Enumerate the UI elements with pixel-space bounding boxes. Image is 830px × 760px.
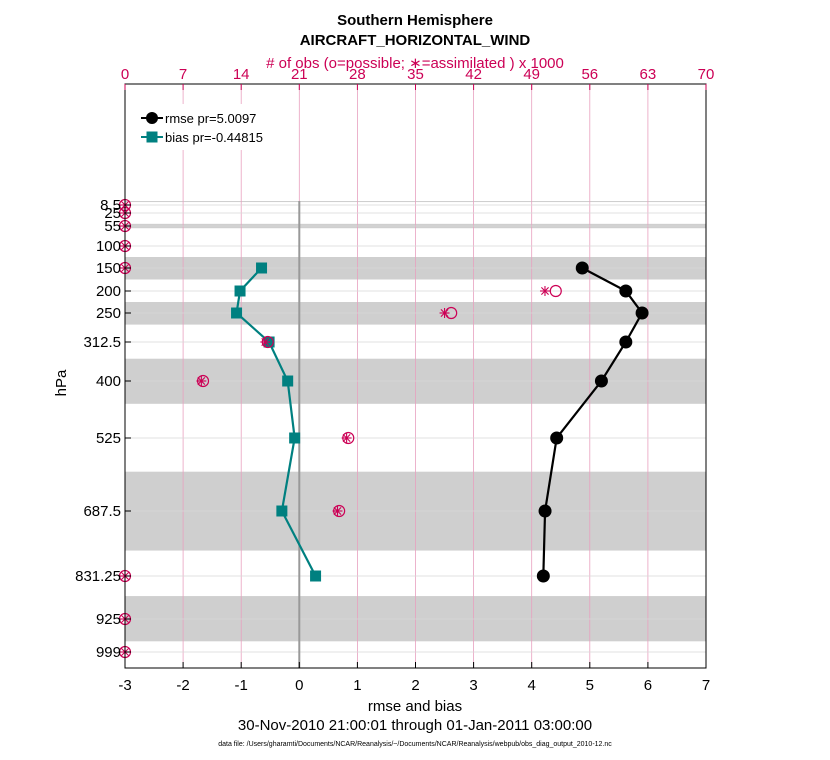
obs-assimilated-6-stroke-3 [440, 309, 449, 317]
y-tick-label-7: 312.5 [83, 334, 121, 351]
top-tick-label-3: 21 [291, 66, 308, 83]
y-tick-label-11: 831.25 [75, 568, 121, 585]
series-1-point-1 [234, 285, 246, 297]
series-1-point-0 [256, 262, 268, 274]
series-0-point-5 [550, 431, 564, 445]
top-tick-label-2: 14 [233, 66, 250, 83]
top-tick-label-10: 70 [698, 66, 715, 83]
top-axis-ticks: 0 7 14 21 28 35 42 49 56 63 70 [121, 66, 715, 90]
obs-assimilated-9-stroke-3 [342, 434, 351, 442]
series-0-point-3 [619, 335, 633, 349]
legend-bias-label: bias pr=-0.44815 [165, 130, 263, 145]
y-tick-label-5: 200 [96, 283, 121, 300]
series-1-point-2 [231, 307, 243, 319]
obs-assimilated-8 [196, 376, 207, 386]
series-1-point-4 [282, 375, 294, 387]
series-1-point-6 [276, 505, 288, 517]
y-tick-label-13: 999 [96, 644, 121, 661]
obs-assimilated-9 [341, 433, 352, 443]
obs-possible-5 [549, 284, 562, 298]
x-axis-label: rmse and bias [368, 698, 462, 715]
top-tick-label-0: 0 [121, 66, 129, 83]
x-tick-label-5: 2 [411, 677, 419, 694]
series-1-point-5 [289, 432, 301, 444]
obs-assimilated-7 [260, 337, 271, 347]
legend-box [135, 104, 285, 150]
obs-assimilated-10-stroke-3 [333, 507, 342, 515]
y-tick-label-4: 150 [96, 260, 121, 277]
legend-rmse-label: rmse pr=5.0097 [165, 111, 256, 126]
obs-assimilated-5 [539, 286, 550, 296]
grid [124, 84, 707, 668]
legend-rmse-marker [146, 112, 158, 124]
series-0-point-2 [635, 306, 649, 320]
x-axis-ticks: -3 -2 -1 0 1 2 3 4 5 6 7 [118, 662, 710, 694]
footnote: data file: /Users/gharamti/Documents/NCA… [218, 741, 612, 748]
obs-assimilated-5-stroke-3 [540, 287, 549, 295]
obs-assimilated-8-stroke-3 [197, 377, 206, 385]
top-tick-label-8: 56 [581, 66, 598, 83]
y-tick-label-9: 525 [96, 430, 121, 447]
top-tick-label-9: 63 [640, 66, 657, 83]
x-tick-label-10: 7 [702, 677, 710, 694]
x-tick-label-7: 4 [528, 677, 536, 694]
legend-bias-marker [146, 131, 158, 143]
top-tick-label-5: 35 [407, 66, 424, 83]
top-tick-label-6: 42 [465, 66, 482, 83]
y-tick-label-6: 250 [96, 305, 121, 322]
series-1-point-7 [310, 570, 322, 582]
x-tick-label-8: 5 [586, 677, 594, 694]
series-0-point-7 [536, 569, 550, 583]
x-tick-label-4: 1 [353, 677, 361, 694]
top-tick-label-1: 7 [179, 66, 187, 83]
top-tick-label-4: 28 [349, 66, 366, 83]
x-tick-label-2: -1 [235, 677, 248, 694]
y-tick-label-0: 8.5 [100, 197, 121, 214]
series-0-point-1 [619, 284, 633, 298]
top-axis-label: # of obs (o=possible; ∗=assimilated ) x … [266, 55, 564, 72]
obs-assimilated-7-stroke-3 [261, 338, 270, 346]
chart-subtitle: AIRCRAFT_HORIZONTAL_WIND [300, 32, 531, 49]
y-tick-label-12: 925 [96, 611, 121, 628]
chart-title: Southern Hemisphere [337, 12, 493, 29]
series-0-point-0 [575, 261, 589, 275]
legend: rmse pr=5.0097 bias pr=-0.44815 [135, 104, 285, 150]
x-tick-label-6: 3 [469, 677, 477, 694]
series-0-point-6 [538, 504, 552, 518]
y-tick-label-8: 400 [96, 373, 121, 390]
obs-assimilated-6 [439, 308, 450, 318]
top-tick-label-7: 49 [523, 66, 540, 83]
y-tick-label-10: 687.5 [83, 503, 121, 520]
x-tick-label-3: 0 [295, 677, 303, 694]
date-range: 30-Nov-2010 21:00:01 through 01-Jan-2011… [238, 717, 592, 734]
series-layer [231, 261, 649, 583]
x-tick-label-9: 6 [644, 677, 652, 694]
y-tick-label-3: 100 [96, 238, 121, 255]
obs-assimilated-10 [332, 506, 343, 516]
series-0-point-4 [594, 374, 608, 388]
x-tick-label-0: -3 [118, 677, 131, 694]
x-tick-label-1: -2 [176, 677, 189, 694]
y-tick-label-2: 55 [104, 218, 121, 235]
y-tick-label-1: 25 [104, 205, 121, 222]
y-axis-label: hPa [53, 369, 70, 396]
